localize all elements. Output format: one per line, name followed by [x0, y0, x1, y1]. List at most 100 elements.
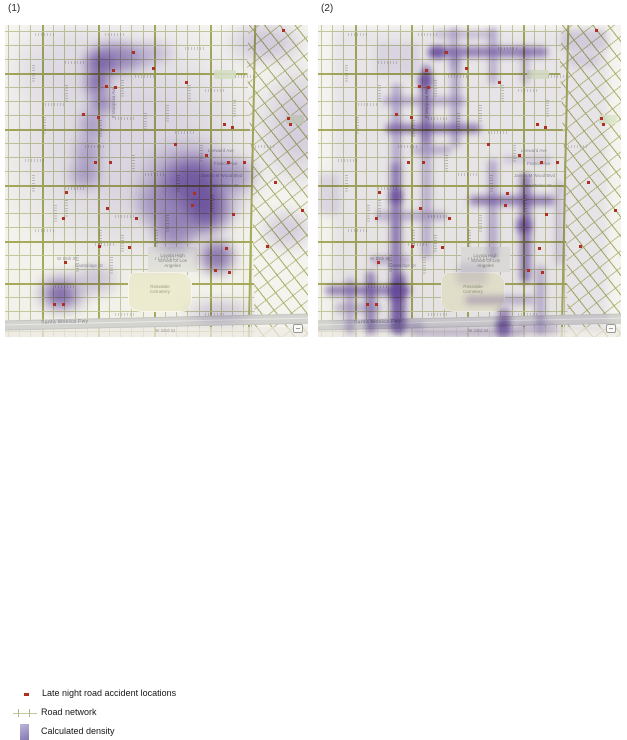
accident-dot	[151, 66, 155, 70]
density-ribbon	[370, 256, 410, 264]
accident-dot	[517, 153, 521, 157]
density-ribbon	[366, 271, 375, 335]
density-blob	[257, 205, 308, 255]
cemetery-label: Rosedale Cemetery	[150, 284, 170, 295]
accident-dot	[540, 270, 544, 274]
accident-dot	[599, 116, 603, 120]
panel-1-label: (1)	[8, 3, 21, 14]
accident-dot	[222, 122, 226, 126]
street-label: W 23rd St	[155, 328, 176, 333]
accident-dot	[417, 84, 421, 88]
density-ribbon	[488, 159, 497, 259]
planar-density-layer	[5, 25, 308, 337]
accident-dot	[286, 116, 290, 120]
accident-dot	[526, 268, 530, 272]
accident-dot	[281, 28, 285, 32]
legend: Late night road accident locations Road …	[0, 342, 310, 740]
accident-dot	[374, 216, 378, 220]
density-ribbon	[390, 189, 402, 204]
accident-dot	[544, 212, 548, 216]
density-ribbon	[568, 53, 600, 67]
density-ribbon	[419, 73, 431, 88]
density-ribbon	[325, 286, 411, 295]
accident-dot	[464, 66, 468, 70]
accident-dot	[535, 122, 539, 126]
density-blob	[180, 296, 260, 328]
accident-dot	[539, 160, 543, 164]
accident-dot	[503, 203, 507, 207]
density-ribbon	[469, 196, 555, 205]
density-swatch-icon	[20, 724, 29, 740]
accident-dot	[111, 68, 115, 72]
density-ribbon	[516, 323, 558, 335]
accident-dot	[131, 50, 135, 54]
street-name-microtext	[115, 313, 135, 316]
accident-dot	[52, 302, 56, 306]
density-ribbon	[318, 173, 340, 215]
density-ribbon	[517, 218, 531, 233]
density-ribbon	[376, 43, 420, 75]
accident-dot	[226, 160, 230, 164]
accident-dot	[204, 153, 208, 157]
accident-dot	[113, 85, 117, 89]
accident-dot	[537, 246, 541, 250]
density-ribbon	[434, 31, 494, 38]
accident-dot	[300, 208, 304, 212]
accident-dot	[365, 302, 369, 306]
accident-dot	[394, 112, 398, 116]
accident-dot	[61, 216, 65, 220]
accident-dot	[601, 122, 605, 126]
accident-dot	[418, 206, 422, 210]
accident-dot	[376, 260, 380, 264]
density-ribbon	[421, 65, 431, 145]
accident-dot	[555, 160, 559, 164]
accident-dot	[265, 244, 269, 248]
accident-dot	[447, 216, 451, 220]
below-freeway-blocks	[5, 327, 308, 337]
legend-label-road-network: Road network	[41, 707, 97, 717]
accident-dot	[190, 203, 194, 207]
accident-dot	[444, 50, 448, 54]
park-area	[599, 115, 617, 124]
density-ribbon	[412, 146, 452, 154]
accident-dot	[192, 191, 196, 195]
accident-dot	[613, 208, 617, 212]
accident-dot	[184, 80, 188, 84]
density-ribbon	[390, 283, 403, 300]
density-ribbon	[428, 47, 445, 58]
accident-dot	[242, 160, 246, 164]
accident-dot	[81, 112, 85, 116]
density-ribbon	[335, 304, 381, 312]
density-ribbon	[502, 156, 552, 163]
accident-dot	[108, 160, 112, 164]
accident-dot	[406, 160, 410, 164]
attribution-icon	[606, 324, 616, 333]
accident-dot	[104, 84, 108, 88]
density-ribbon	[430, 47, 548, 57]
accident-dot	[230, 125, 234, 129]
density-ribbon	[382, 97, 466, 105]
density-blob	[67, 260, 123, 300]
accident-dot	[409, 115, 413, 119]
map-panel-network-density: Santa Monica Fwy Loyola High School Of Los…	[318, 25, 621, 337]
network-density-layer	[318, 25, 621, 337]
density-ribbon	[521, 47, 529, 85]
accident-marker-icon	[24, 693, 29, 696]
accident-dot	[594, 28, 598, 32]
legend-label-density: Calculated density	[41, 726, 115, 736]
density-blob	[207, 153, 263, 197]
accident-dot	[173, 142, 177, 146]
density-blob	[131, 39, 179, 67]
density-ribbon	[372, 322, 424, 330]
accident-dot	[273, 180, 277, 184]
accident-dot	[64, 190, 68, 194]
accident-dot	[505, 191, 509, 195]
accident-dot	[578, 244, 582, 248]
accident-dot	[426, 85, 430, 89]
accident-dot	[97, 244, 101, 248]
accident-dot	[410, 244, 414, 248]
accident-dot	[497, 80, 501, 84]
density-ribbon	[536, 265, 545, 335]
density-ribbon	[456, 263, 488, 285]
